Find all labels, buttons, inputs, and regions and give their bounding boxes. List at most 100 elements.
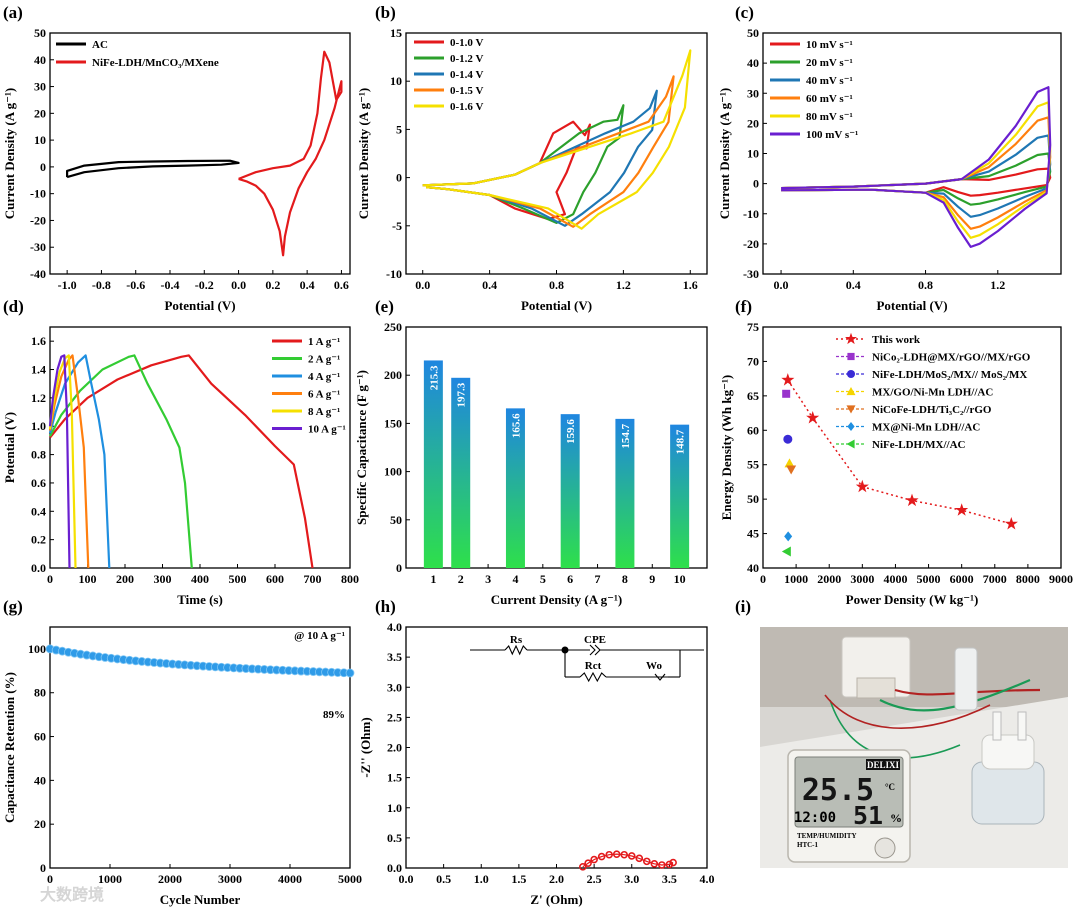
x-tick-label-g: 1000 xyxy=(98,872,122,886)
y-tick-label-f: 40 xyxy=(747,561,759,575)
triangle-left-marker xyxy=(846,439,855,449)
eis-point xyxy=(658,861,666,869)
y-tick-label-c: 0 xyxy=(753,177,759,191)
y-tick-label-h: 2.0 xyxy=(387,741,402,755)
eis-point xyxy=(579,862,587,871)
bar xyxy=(423,360,443,568)
circuit-label-cpe: CPE xyxy=(584,634,606,646)
x-tick-label-h: 3.0 xyxy=(624,872,639,886)
y-tick-label-e: 150 xyxy=(384,416,402,430)
series-line-c xyxy=(781,152,1052,206)
warburg-symbol xyxy=(654,673,666,681)
y-tick-label-b: 5 xyxy=(396,122,402,136)
x-tick-label-e: 7 xyxy=(595,572,601,586)
eis-point xyxy=(620,850,629,859)
diamond-marker xyxy=(847,422,855,431)
series-line-d xyxy=(48,354,71,569)
x-tick-label-e: 4 xyxy=(512,572,518,586)
x-tick-label-d: 300 xyxy=(154,572,172,586)
y-tick-label-b: 10 xyxy=(390,74,402,88)
green-wire xyxy=(879,678,1031,712)
glass-cell xyxy=(971,761,1045,825)
plot-frame-a xyxy=(49,32,351,275)
x-tick-label-d: 0 xyxy=(47,572,53,586)
x-tick-label-a: -0.2 xyxy=(195,278,214,292)
x-axis-label-c: Potential (V) xyxy=(876,298,947,313)
eis-point xyxy=(612,850,621,858)
square-marker xyxy=(782,389,791,398)
cpe-symbol xyxy=(589,644,601,656)
x-tick-label-f: 1000 xyxy=(784,572,808,586)
series-line-a xyxy=(238,50,343,257)
series-line-b xyxy=(422,49,692,230)
panel-label-i: (i) xyxy=(735,597,751,616)
y-tick-label-d: 1.2 xyxy=(31,391,46,405)
x-tick-label-e: 6 xyxy=(567,572,573,586)
y-tick-label-a: 0 xyxy=(40,160,46,174)
y-tick-label-f: 45 xyxy=(747,527,759,541)
x-tick-label-c: 0.0 xyxy=(774,278,789,292)
panel-label-e: (e) xyxy=(375,297,394,316)
series-line-a xyxy=(66,159,240,179)
y-tick-label-c: -20 xyxy=(743,237,759,251)
bar xyxy=(670,424,690,568)
y-tick-label-a: 10 xyxy=(34,133,46,147)
x-tick-label-a: -1.0 xyxy=(58,278,77,292)
y-axis-label-b: Current Density (A g⁻¹) xyxy=(356,88,371,219)
y-axis-label-c: Current Density (A g⁻¹) xyxy=(717,88,732,219)
y-tick-label-f: 55 xyxy=(747,458,759,472)
watermark: 大数跨境 xyxy=(40,885,104,904)
x-tick-label-f: 9000 xyxy=(1049,572,1073,586)
x-tick-label-f: 8000 xyxy=(1016,572,1040,586)
y-tick-label-e: 100 xyxy=(384,465,402,479)
triangle-down-marker xyxy=(786,465,797,475)
y-tick-label-h: 0.5 xyxy=(387,831,402,845)
y-tick-label-e: 0 xyxy=(396,561,402,575)
legend-entry-d: 8 A g⁻¹ xyxy=(308,406,340,418)
legend-entry-f: NiFe-LDH/MoS₂/MX// MoS₂/MX xyxy=(872,369,1027,381)
temperature-readout: 25.5 xyxy=(802,773,874,808)
x-tick-label-f: 6000 xyxy=(950,572,974,586)
triangle-down-marker xyxy=(846,405,856,414)
y-tick-label-a: -10 xyxy=(30,187,46,201)
series-line-d xyxy=(49,354,193,569)
x-axis-label-b: Potential (V) xyxy=(521,298,592,313)
dial-icon xyxy=(874,837,896,859)
y-axis-label-a: Current Density (A g⁻¹) xyxy=(2,88,17,219)
x-tick-label-e: 8 xyxy=(622,572,628,586)
y-tick-label-g: 20 xyxy=(34,817,46,831)
legend-entry-d: 1 A g⁻¹ xyxy=(308,336,340,348)
humidity-unit: % xyxy=(890,811,902,825)
y-axis-label-d: Potential (V) xyxy=(2,412,17,483)
eis-point xyxy=(584,859,592,867)
legend-entry-f: NiCoFe-LDH/Ti₃C₂//rGO xyxy=(872,404,992,416)
star-marker xyxy=(955,503,969,516)
panel-c: 0.0 0.4 0.8 1.2 -30 -20 -10 0 10 20 30 40 50 Potentia… xyxy=(717,26,1062,313)
meter-stand xyxy=(856,677,896,699)
legend-entry-d: 2 A g⁻¹ xyxy=(308,354,340,366)
legend-entry-f: NiCo₂-LDH@MX/rGO//MX/rGO xyxy=(872,352,1031,364)
series-line-d xyxy=(48,354,90,569)
resistor-symbol xyxy=(579,671,607,683)
brand-label: DELIXI xyxy=(867,760,900,770)
x-tick-label-a: -0.4 xyxy=(161,278,180,292)
y-tick-label-f: 50 xyxy=(747,492,759,506)
circle-marker xyxy=(846,369,856,379)
legend-entry-c: 80 mV s⁻¹ xyxy=(806,111,853,123)
series-line-c xyxy=(781,86,1052,248)
y-tick-label-a: 40 xyxy=(34,53,46,67)
y-tick-label-a: 20 xyxy=(34,106,46,120)
x-axis-label-h: Z' (Ohm) xyxy=(530,892,582,907)
y-tick-label-c: 50 xyxy=(747,26,759,40)
legend-entry-b: 0-1.4 V xyxy=(450,69,483,81)
y-tick-label-e: 200 xyxy=(384,368,402,382)
y-tick-label-c: 20 xyxy=(747,116,759,130)
panel-label-d: (d) xyxy=(3,297,24,316)
legend-d: 1 A g⁻¹ 2 A g⁻¹ 4 A g⁻¹ 6 A g⁻¹ 8 A g⁻¹ 10 A … xyxy=(272,336,346,436)
series-line-b xyxy=(422,120,591,221)
y-axis-label-h: -Z'' (Ohm) xyxy=(358,717,373,777)
y-tick-label-d: 1.0 xyxy=(31,419,46,433)
panel-f: 0 1000 2000 3000 4000 5000 6000 7000 8000 9000 40 4… xyxy=(719,320,1073,607)
